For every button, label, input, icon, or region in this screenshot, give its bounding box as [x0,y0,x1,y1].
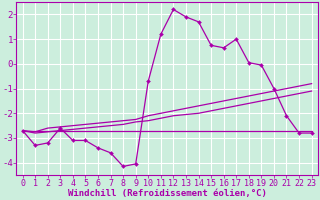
X-axis label: Windchill (Refroidissement éolien,°C): Windchill (Refroidissement éolien,°C) [68,189,267,198]
